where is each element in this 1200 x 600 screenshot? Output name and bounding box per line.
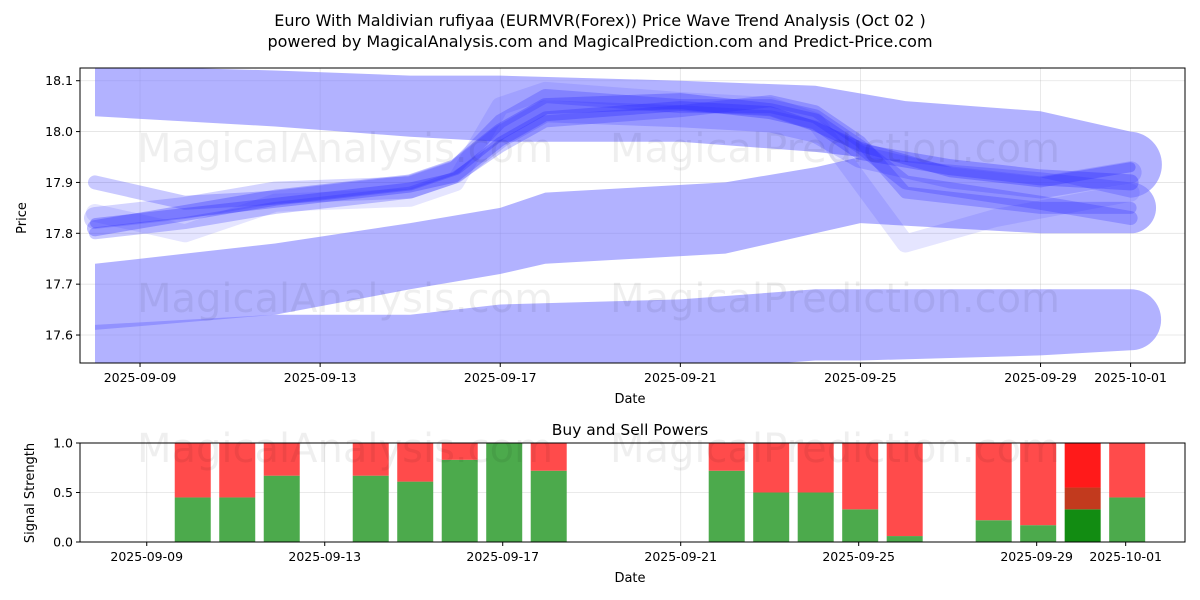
signal-y-tick-label: 1.0 bbox=[53, 436, 73, 451]
trend-line-2 bbox=[84, 100, 1142, 229]
signal-xlabel: Date bbox=[614, 571, 645, 586]
signal-axis-ticks: 2025-09-09 2025-09-13 2025-09-17 2025-09-21… bbox=[53, 436, 1162, 565]
price-y-tick-label: 18.1 bbox=[45, 73, 73, 88]
sell-bar bbox=[174, 443, 211, 498]
signal-ylabel: Signal Strength bbox=[23, 443, 38, 543]
chart-title-line1: Euro With Maldivian rufiyaa (EURMVR(Fore… bbox=[274, 11, 926, 30]
sell-bar bbox=[708, 443, 745, 471]
price-y-tick-label: 17.9 bbox=[45, 175, 73, 190]
price-axis-ticks: 2025-09-09 2025-09-13 2025-09-17 2025-09-21… bbox=[45, 73, 1167, 385]
sell-bar bbox=[1109, 443, 1146, 498]
signal-plot: Buy and Sell Powers MagicalAnalysis.com … bbox=[23, 421, 1186, 586]
signal-x-tick-label: 2025-09-09 bbox=[110, 549, 183, 564]
watermark-5: MagicalAnalysis.com bbox=[137, 426, 553, 472]
price-xlabel: Date bbox=[614, 392, 645, 407]
buy-bar bbox=[1064, 509, 1101, 542]
price-y-tick-label: 17.6 bbox=[45, 328, 73, 343]
sell-bar bbox=[441, 443, 478, 460]
price-x-tick-label: 2025-09-21 bbox=[644, 370, 717, 385]
price-x-tick-label: 2025-10-01 bbox=[1094, 370, 1167, 385]
signal-watermarks: MagicalAnalysis.com MagicalPrediction.co… bbox=[137, 426, 1060, 472]
price-plot: MagicalAnalysis.com MagicalPrediction.co… bbox=[15, 67, 1186, 407]
buy-bar bbox=[486, 443, 523, 542]
buy-bar bbox=[219, 497, 256, 542]
trend-line-3 bbox=[88, 89, 1138, 225]
price-x-tick-label: 2025-09-13 bbox=[284, 370, 357, 385]
trend-line-4 bbox=[89, 95, 1137, 240]
sell-bar bbox=[530, 443, 567, 471]
signal-y-tick-label: 0.5 bbox=[53, 485, 73, 500]
sell-bar bbox=[753, 443, 790, 493]
buy-bar bbox=[975, 520, 1012, 542]
sell-bar bbox=[1020, 443, 1057, 526]
watermark-1: MagicalAnalysis.com bbox=[137, 126, 553, 172]
lower-wave bbox=[95, 289, 1162, 363]
price-x-tick-label: 2025-09-25 bbox=[824, 370, 897, 385]
sell-bar bbox=[975, 443, 1012, 521]
buy-bar bbox=[797, 492, 834, 542]
signal-x-tick-label: 2025-09-29 bbox=[1000, 549, 1073, 564]
buy-bar bbox=[708, 470, 745, 542]
buy-bar bbox=[842, 509, 879, 542]
middle-wave bbox=[95, 157, 1157, 330]
watermark-2: MagicalPrediction.com bbox=[610, 126, 1060, 172]
buy-bar bbox=[530, 470, 567, 542]
price-x-tick-label: 2025-09-17 bbox=[464, 370, 537, 385]
watermark-4: MagicalPrediction.com bbox=[610, 276, 1060, 322]
buy-bar bbox=[352, 475, 389, 542]
watermark-3: MagicalAnalysis.com bbox=[137, 276, 553, 322]
sell-bar bbox=[797, 443, 834, 493]
price-trend-lines bbox=[84, 81, 1142, 253]
sell-bar-mid bbox=[1064, 487, 1101, 510]
trend-line-5 bbox=[86, 81, 1140, 253]
price-y-tick-label: 17.8 bbox=[45, 226, 73, 241]
sell-bar bbox=[842, 443, 879, 510]
sell-bar bbox=[886, 443, 923, 537]
buy-bar bbox=[263, 475, 300, 542]
signal-title: Buy and Sell Powers bbox=[552, 421, 709, 439]
sell-bar bbox=[397, 443, 434, 482]
signal-x-tick-label: 2025-09-13 bbox=[288, 549, 361, 564]
buy-bar bbox=[886, 536, 923, 542]
watermark-6: MagicalPrediction.com bbox=[610, 426, 1060, 472]
buy-bar bbox=[441, 459, 478, 542]
price-bands bbox=[95, 68, 1162, 363]
buy-bar bbox=[1109, 497, 1146, 542]
signal-y-tick-label: 0.0 bbox=[53, 535, 73, 550]
sell-bar bbox=[352, 443, 389, 476]
price-ylabel: Price bbox=[15, 202, 30, 234]
signal-bars bbox=[174, 443, 1146, 542]
price-x-tick-label: 2025-09-09 bbox=[104, 370, 177, 385]
buy-bar bbox=[1020, 525, 1057, 542]
chart-title-line2: powered by MagicalAnalysis.com and Magic… bbox=[267, 32, 932, 51]
price-watermarks: MagicalAnalysis.com MagicalPrediction.co… bbox=[137, 126, 1060, 322]
price-y-tick-label: 17.7 bbox=[45, 277, 73, 292]
price-x-tick-label: 2025-09-29 bbox=[1004, 370, 1077, 385]
upper-wave bbox=[95, 68, 1162, 198]
sell-bar bbox=[219, 443, 256, 498]
price-y-tick-label: 18.0 bbox=[45, 124, 73, 139]
trend-line-6 bbox=[90, 101, 1136, 229]
signal-x-tick-label: 2025-09-21 bbox=[644, 549, 717, 564]
sell-bar bbox=[1064, 443, 1101, 488]
signal-x-tick-label: 2025-09-17 bbox=[466, 549, 539, 564]
signal-x-tick-label: 2025-09-25 bbox=[822, 549, 895, 564]
sell-bar bbox=[263, 443, 300, 476]
buy-bar bbox=[753, 492, 790, 542]
trend-line-1 bbox=[87, 93, 1139, 237]
price-plot-frame bbox=[79, 67, 1186, 364]
buy-bar bbox=[397, 481, 434, 542]
signal-x-tick-label: 2025-10-01 bbox=[1089, 549, 1162, 564]
buy-bar bbox=[174, 497, 211, 542]
